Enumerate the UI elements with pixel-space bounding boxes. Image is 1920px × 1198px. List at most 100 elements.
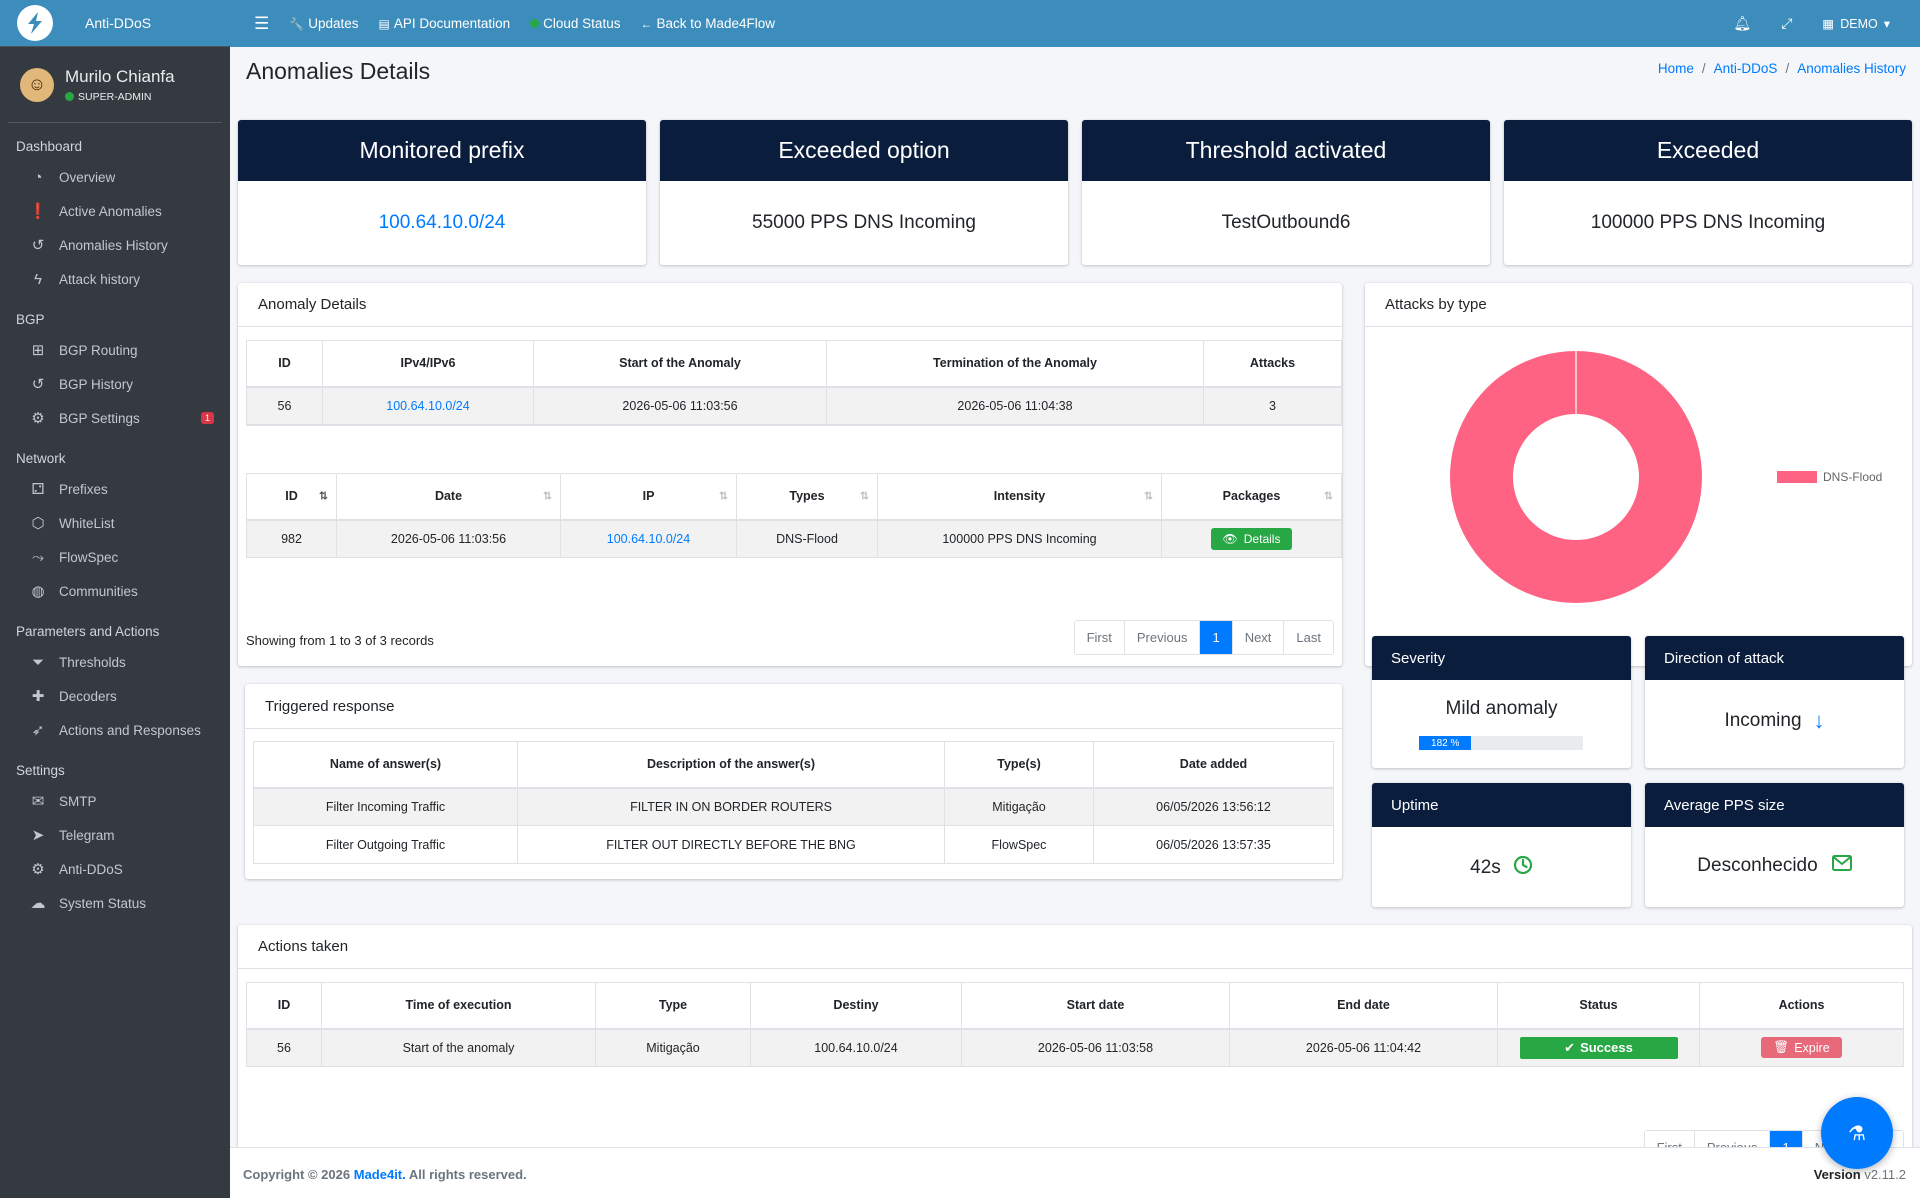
sidebar-item-telegram[interactable]: ➤ Telegram xyxy=(0,818,230,852)
sidebar-item-label: Telegram xyxy=(59,827,115,843)
page-previous[interactable]: Previous xyxy=(1124,621,1201,654)
sidebar-item-decoders[interactable]: ✚ Decoders xyxy=(0,679,230,713)
stat-value-link[interactable]: 100.64.10.0/24 xyxy=(378,211,506,233)
status-success-badge[interactable]: ✔ Success xyxy=(1519,1036,1678,1059)
telegram-icon: ➤ xyxy=(31,827,45,844)
table-cell: 2026-05-06 11:03:56 xyxy=(533,386,827,425)
table-cell: Mitigação xyxy=(595,1028,751,1067)
sidebar-item-bgp-routing[interactable]: ⊞ BGP Routing xyxy=(0,333,230,367)
table-cell: FILTER IN ON BORDER ROUTERS xyxy=(517,787,945,826)
table-cell: Filter Incoming Traffic xyxy=(253,787,518,826)
company-link[interactable]: Made4it. xyxy=(353,1167,406,1182)
sidebar-item-actions-and-responses[interactable]: ➶ Actions and Responses xyxy=(0,713,230,747)
sidebar-item-overview[interactable]: ◔ Overview xyxy=(0,160,230,194)
actions-taken-table: ID Time of execution Type Destiny Start … xyxy=(246,982,1904,1067)
ip-link[interactable]: 100.64.10.0/24 xyxy=(606,531,691,546)
sidebar-item-label: System Status xyxy=(59,895,147,911)
sidebar-item-bgp-history[interactable]: ↺ BGP History xyxy=(0,367,230,401)
divider xyxy=(245,728,1342,729)
page-first[interactable]: First xyxy=(1074,621,1125,654)
column-header-sortable[interactable]: IP ⇅ xyxy=(560,473,737,521)
card-title: Actions taken xyxy=(238,925,1912,969)
wrench-icon: 🔧 xyxy=(289,16,305,31)
pie-slice[interactable] xyxy=(1449,351,1702,603)
ip-link[interactable]: 100.64.10.0/24 xyxy=(386,398,470,413)
fullscreen-icon[interactable]: ⤢ xyxy=(1781,15,1793,31)
nav-back-made4flow[interactable]: ← Back to Made4Flow xyxy=(640,16,775,31)
sidebar-item-whitelist[interactable]: ⬡ WhiteList xyxy=(0,506,230,540)
building-icon: ▦ xyxy=(1822,17,1835,31)
column-header: Start date xyxy=(961,982,1230,1030)
nav-updates[interactable]: 🔧 Updates xyxy=(289,16,358,31)
sidebar-section-title: BGP xyxy=(16,312,45,327)
expire-button[interactable]: 🗑︎ Expire xyxy=(1761,1037,1842,1059)
exclamation-icon: ❗ xyxy=(28,203,48,220)
sidebar-item-prefixes[interactable]: ⚁ Prefixes xyxy=(0,472,230,506)
main-content: Anomalies Details Home / Anti-DDoS / Ano… xyxy=(230,47,1920,1198)
table-cell: 👁︎ Details xyxy=(1161,519,1342,558)
brand[interactable]: Anti-DDoS xyxy=(0,0,230,47)
sidebar-item-bgp-settings[interactable]: ⚙ BGP Settings 1 xyxy=(0,401,230,435)
puzzle-icon: ✚ xyxy=(31,688,45,705)
column-header-sortable[interactable]: Types ⇅ xyxy=(736,473,878,521)
column-header-sortable[interactable]: ID ⇅ xyxy=(246,473,337,521)
sort-icon: ⇅ xyxy=(1143,490,1153,503)
sidebar-item-communities[interactable]: ◍ Communities xyxy=(0,574,230,608)
nav-api-documentation[interactable]: ▤ API Documentation xyxy=(379,16,511,31)
attacks-table: ID ⇅ Date ⇅ IP ⇅ Types ⇅ Intensity ⇅ Packages… xyxy=(246,473,1342,558)
legend-swatch[interactable] xyxy=(1777,471,1817,483)
user-role-label: SUPER-ADMIN xyxy=(78,90,152,103)
page-last[interactable]: Last xyxy=(1284,621,1333,654)
nav-back-label: Back to Made4Flow xyxy=(656,16,776,31)
table-cell: Mitigação xyxy=(944,787,1094,826)
column-header: ID xyxy=(246,982,322,1030)
column-header-sortable[interactable]: Date ⇅ xyxy=(336,473,561,521)
bolt-icon: ϟ xyxy=(34,270,42,288)
hamburger-menu-icon[interactable]: ☰ xyxy=(254,13,270,33)
table-cell: 2026-05-06 11:04:42 xyxy=(1229,1028,1498,1067)
hexagon-icon: ⬡ xyxy=(31,515,45,532)
flask-fab-button[interactable]: ⚗ xyxy=(1821,1097,1893,1169)
column-header-label: Intensity xyxy=(993,489,1046,504)
table-cell: 2026-05-06 11:03:56 xyxy=(336,519,561,558)
bell-icon[interactable]: 🔔︎ xyxy=(1733,15,1752,31)
sidebar-item-label: FlowSpec xyxy=(59,549,119,565)
breadcrumb-home[interactable]: Home xyxy=(1657,61,1694,76)
attacks-by-type-chart: DNS-Flood xyxy=(1449,351,1882,603)
column-header-sortable[interactable]: Packages ⇅ xyxy=(1161,473,1342,521)
column-header: Time of execution xyxy=(321,982,596,1030)
user-panel[interactable]: ☺ Murilo Chianfa SUPER-ADMIN xyxy=(8,47,222,123)
table-cell: 982 xyxy=(246,519,337,558)
table-cell: FlowSpec xyxy=(944,825,1094,864)
column-header: Destiny xyxy=(750,982,962,1030)
sidebar-item-anti-ddos[interactable]: ⚙ Anti-DDoS xyxy=(0,852,230,886)
column-header: ID xyxy=(246,340,323,388)
column-header-sortable[interactable]: Intensity ⇅ xyxy=(877,473,1162,521)
arrow-left-icon: ← xyxy=(640,16,653,31)
table-cell: Filter Outgoing Traffic xyxy=(253,825,518,864)
details-label: Details xyxy=(1243,531,1281,546)
trash-icon: 🗑︎ xyxy=(1773,1040,1790,1055)
sidebar-item-anomalies-history[interactable]: ↺ Anomalies History xyxy=(0,228,230,262)
account-dropdown[interactable]: ▦ DEMO ▾ xyxy=(1822,16,1890,32)
sidebar-item-attack-history[interactable]: ϟ Attack history xyxy=(0,262,230,296)
uptime-card: Uptime 42s xyxy=(1372,783,1631,907)
nav-cloud-status[interactable]: Cloud Status xyxy=(530,16,620,31)
card-title: Direction of attack xyxy=(1645,636,1904,680)
page-1[interactable]: 1 xyxy=(1200,621,1233,654)
table-cell: 🗑︎ Expire xyxy=(1699,1028,1904,1067)
stat-card-exceeded-option: Exceeded option 55000 PPS DNS Incoming xyxy=(660,120,1068,265)
sidebar-item-active-anomalies[interactable]: ❗ Active Anomalies xyxy=(0,194,230,228)
table-cell: 100000 PPS DNS Incoming xyxy=(877,519,1162,558)
sidebar-item-system-status[interactable]: ☁ System Status xyxy=(0,886,230,920)
severity-value: Mild anomaly xyxy=(1445,698,1558,719)
breadcrumb-anomalies-history[interactable]: Anomalies History xyxy=(1797,61,1906,76)
card-title: Attacks by type xyxy=(1365,283,1912,327)
breadcrumb-anti-ddos[interactable]: Anti-DDoS xyxy=(1713,61,1778,76)
page-next[interactable]: Next xyxy=(1232,621,1285,654)
sidebar-item-thresholds[interactable]: ⏷ Thresholds xyxy=(0,645,230,679)
details-button[interactable]: 👁︎ Details xyxy=(1210,527,1293,550)
sidebar-item-flowspec[interactable]: ⤳ FlowSpec xyxy=(0,540,230,574)
sidebar-item-smtp[interactable]: ✉ SMTP xyxy=(0,784,230,818)
pagination: First Previous 1 Next Last xyxy=(1073,620,1334,655)
